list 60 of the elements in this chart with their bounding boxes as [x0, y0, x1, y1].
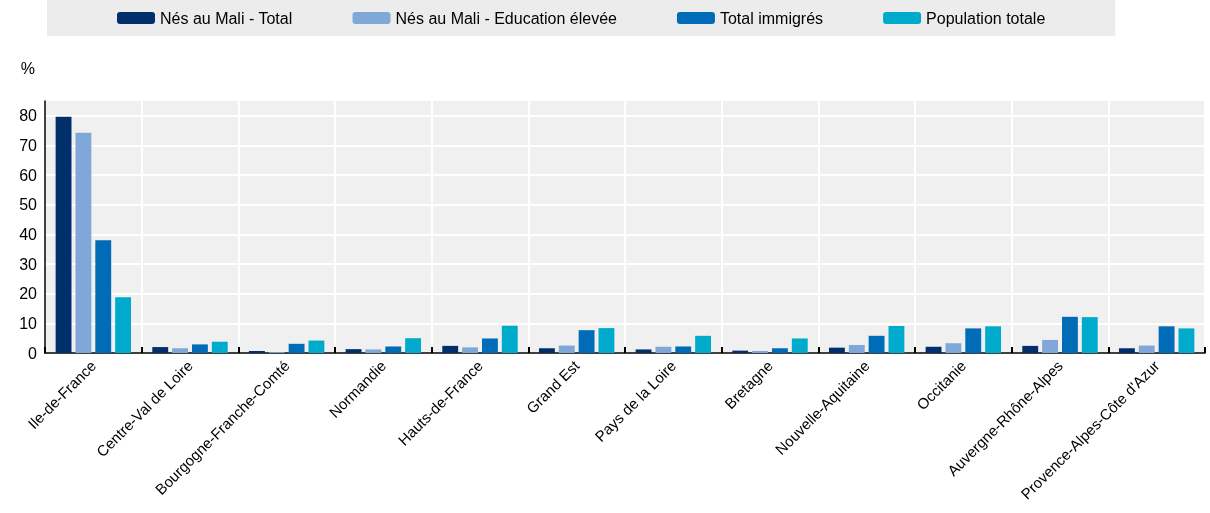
bar [538, 348, 555, 353]
legend-label: Nés au Mali - Education élevée [395, 9, 618, 27]
bar [115, 297, 132, 353]
bar [55, 116, 72, 353]
bar [771, 348, 788, 353]
bar [752, 350, 769, 353]
bar [501, 325, 518, 353]
bar [791, 338, 808, 353]
bar [481, 338, 498, 353]
bar [191, 344, 208, 353]
bar [578, 330, 595, 353]
bar [1061, 316, 1078, 353]
bar [1178, 328, 1195, 353]
bar [1158, 326, 1175, 353]
bar [75, 132, 92, 353]
bar [152, 347, 169, 353]
bar [868, 335, 885, 353]
bar [172, 348, 189, 353]
bar [965, 328, 982, 353]
legend-label: Nés au Mali - Total [160, 9, 293, 27]
y-tick-label: 30 [19, 255, 38, 273]
y-tick-label: 10 [19, 314, 38, 332]
y-tick-label: 0 [28, 344, 38, 362]
bar [1081, 317, 1098, 353]
y-tick-label: 60 [19, 166, 38, 184]
bar [462, 347, 479, 353]
y-tick-label: 40 [19, 225, 38, 243]
bar [1042, 339, 1059, 353]
bar [211, 341, 228, 353]
bar [345, 349, 362, 353]
bar [888, 326, 905, 353]
bar [655, 346, 672, 353]
bar [558, 345, 575, 353]
bar [405, 338, 422, 353]
bar [442, 345, 459, 353]
bar [695, 335, 712, 353]
bar [1118, 348, 1135, 353]
bar [288, 343, 305, 353]
bar [248, 350, 265, 353]
y-tick-label: 20 [19, 285, 38, 303]
legend-label: Population totale [926, 9, 1046, 27]
bar [308, 340, 325, 353]
bar [1138, 345, 1155, 353]
y-tick-label: 80 [19, 107, 38, 125]
bar [598, 328, 615, 353]
bar [828, 347, 845, 353]
bar [385, 346, 402, 353]
y-axis-title: % [20, 59, 35, 77]
bar [945, 343, 962, 353]
bar [925, 346, 942, 353]
bar [675, 346, 692, 353]
bar [848, 345, 865, 353]
bar [95, 240, 112, 353]
bar [365, 349, 382, 353]
y-tick-label: 50 [19, 196, 38, 214]
bar [1022, 345, 1039, 353]
y-tick-label: 70 [19, 136, 38, 154]
bar [635, 349, 652, 353]
bar [985, 326, 1002, 353]
legend-label: Total immigrés [719, 9, 824, 27]
